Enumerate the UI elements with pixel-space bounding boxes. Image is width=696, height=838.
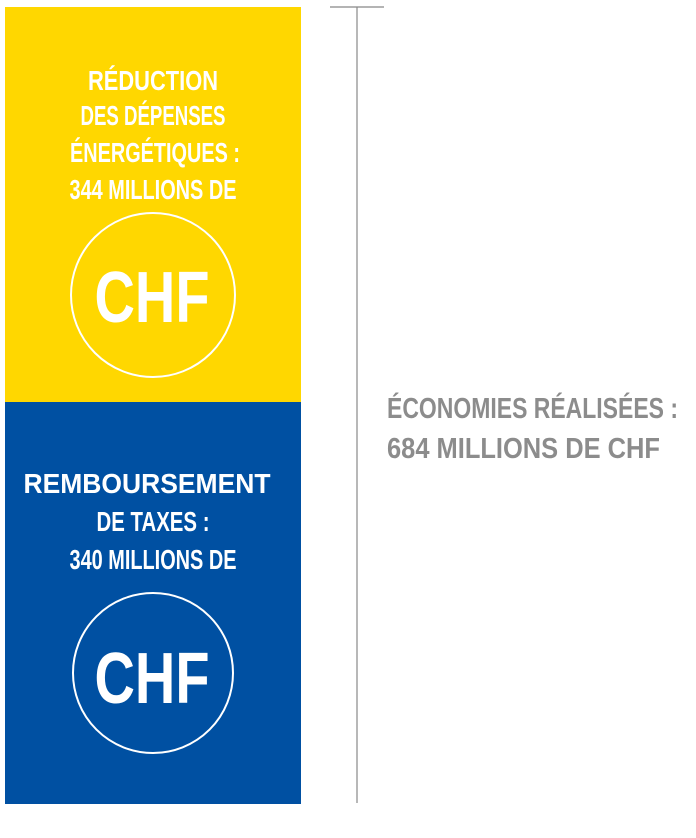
block-line: RÉDUCTION bbox=[88, 65, 218, 96]
yellow-block bbox=[5, 7, 301, 403]
blue-block bbox=[5, 402, 301, 804]
unit: CHF bbox=[95, 258, 210, 338]
circle bbox=[72, 592, 234, 754]
block-line: DES DÉPENSES bbox=[81, 100, 226, 131]
block-line: DE TAXES : bbox=[97, 506, 210, 537]
total-line: 684 MILLIONS DE CHF bbox=[387, 433, 660, 465]
block-line: REMBOURSEMENT bbox=[24, 468, 271, 499]
total-line: ÉCONOMIES RÉALISÉES : bbox=[387, 391, 678, 425]
circle bbox=[70, 212, 236, 378]
unit: CHF bbox=[95, 639, 210, 719]
block-line: 344 MILLIONS DE bbox=[70, 174, 237, 205]
block-line: ÉNERGÉTIQUES : bbox=[70, 137, 240, 168]
block-line: 340 MILLIONS DE bbox=[70, 544, 237, 575]
